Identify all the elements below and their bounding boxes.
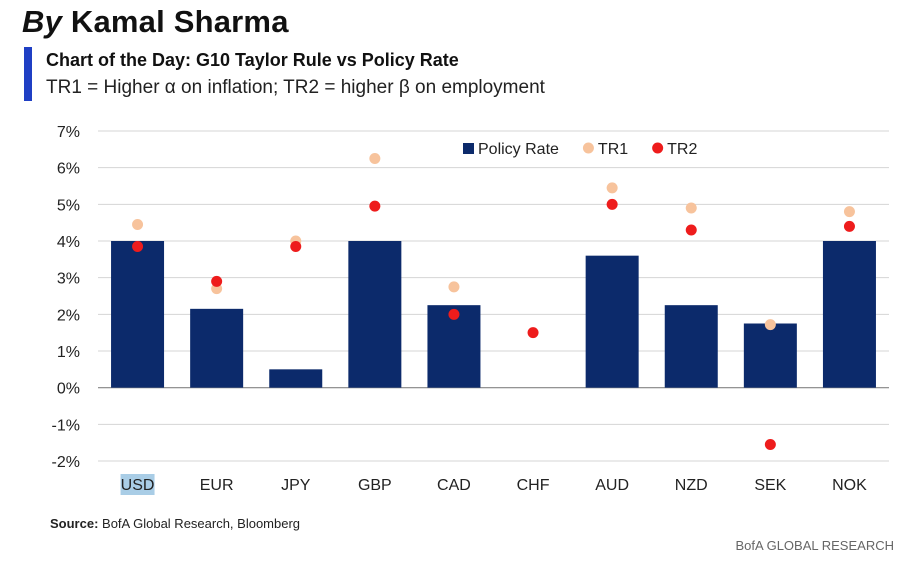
point-tr2-aud [606,198,618,210]
point-tr2-eur [211,275,223,287]
x-tick-label: JPY [281,477,311,494]
point-tr2-jpy [290,241,302,252]
source-note: Source: BofA Global Research, Bloomberg [50,516,300,531]
y-tick-label: 7% [57,124,80,141]
bar-policy-rate-nzd [664,305,718,388]
bar-policy-rate-aud [585,255,639,388]
source-text: BofA Global Research, Bloomberg [102,516,301,531]
y-tick-label: 5% [57,197,80,214]
legend-policy-rate-swatch [463,143,474,154]
y-tick-label: 1% [57,344,80,361]
y-tick-label: 4% [57,234,80,251]
point-tr2-gbp [369,200,381,212]
x-tick-label: AUD [595,477,629,494]
legend-tr1-swatch [582,142,594,154]
y-tick-label: -2% [52,454,80,471]
author-byline: By Kamal Sharma [22,4,289,40]
point-tr2-usd [132,241,144,252]
x-tick-label: USD [121,477,155,494]
chart-subtitle: TR1 = Higher α on inflation; TR2 = highe… [46,77,545,98]
highlighted-category-background [120,474,155,495]
watermark: BofA GLOBAL RESEARCH [735,538,894,553]
x-tick-label: CHF [517,477,550,494]
x-tick-label: SEK [754,477,786,494]
bar-policy-rate-sek [743,323,797,388]
bar-policy-rate-usd [111,241,165,388]
point-tr1-usd [132,219,144,230]
y-tick-label: -1% [52,417,80,434]
legend-tr1-label: TR1 [598,141,628,158]
point-tr2-sek [764,439,776,450]
bar-policy-rate-gbp [348,241,402,388]
point-tr2-nok [843,220,855,232]
y-tick-label: 0% [57,381,80,398]
title-accent-bar [24,47,32,101]
x-tick-label: NOK [832,477,867,494]
bar-policy-rate-eur [190,308,244,388]
bar-policy-rate-jpy [269,369,323,388]
point-tr2-chf [527,327,539,339]
y-tick-label: 6% [57,161,80,178]
point-tr1-sek [764,319,776,331]
x-tick-label: GBP [358,477,392,494]
point-tr1-gbp [369,153,381,164]
bar-policy-rate-nok [822,241,876,388]
point-tr2-cad [448,308,460,320]
legend-policy-rate-label: Policy Rate [478,141,559,158]
y-tick-label: 3% [57,271,80,288]
y-tick-label: 2% [57,307,80,324]
legend-tr2-label: TR2 [667,141,697,158]
point-tr1-nzd [685,202,697,214]
x-tick-label: CAD [437,477,471,494]
source-label: Source: [50,516,99,531]
author-name: Kamal Sharma [70,4,289,39]
legend-tr2-swatch [652,142,664,154]
point-tr1-nok [843,206,855,218]
point-tr2-nzd [685,224,697,236]
point-tr1-aud [606,182,618,194]
author-prefix: By [22,4,63,39]
chart-title: Chart of the Day: G10 Taylor Rule vs Pol… [46,50,459,70]
x-tick-label: NZD [675,477,708,494]
point-tr1-cad [448,281,460,293]
chart-plot: 7% 6% 5% 4% 3% 2% 1% 0% -1% -2% USD EUR JPY GBP CAD CHF… [52,124,889,495]
x-tick-label: EUR [200,477,234,494]
